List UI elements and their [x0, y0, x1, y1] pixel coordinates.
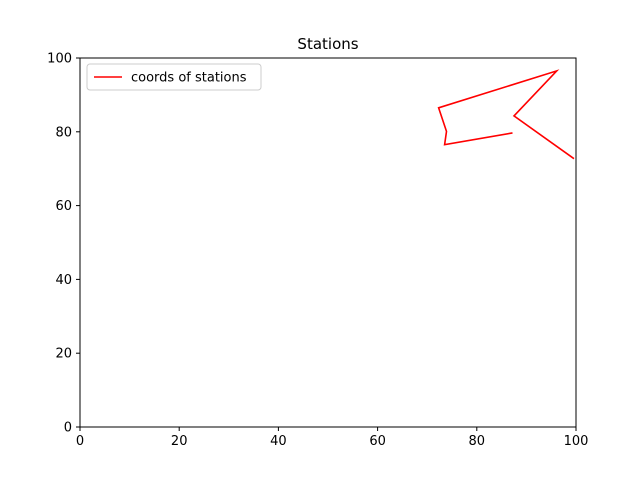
y-tick-label: 60 [55, 199, 72, 214]
legend-box [86, 63, 262, 91]
y-tick-label: 80 [55, 125, 72, 140]
x-tick-label: 80 [469, 434, 486, 449]
x-tick-label: 0 [76, 434, 84, 449]
series-line [437, 69, 575, 160]
plot-frame [79, 57, 577, 428]
y-tick-label: 20 [55, 347, 72, 362]
y-tick-label: 100 [47, 52, 72, 67]
x-tick-label: 20 [171, 434, 188, 449]
y-axis: 0 20 40 60 80 100 [47, 52, 80, 436]
series-layer [437, 69, 575, 160]
y-tick-label: 40 [55, 273, 72, 288]
x-tick-label: 60 [369, 434, 386, 449]
chart-title: Stations [297, 35, 358, 53]
legend-label: coords of stations [131, 71, 247, 86]
x-axis: 0 20 40 60 80 100 [76, 427, 589, 449]
y-tick-label: 0 [64, 421, 72, 436]
legend: coords of stations [86, 63, 262, 91]
x-tick-label: 40 [270, 434, 287, 449]
x-tick-label: 100 [564, 434, 589, 449]
